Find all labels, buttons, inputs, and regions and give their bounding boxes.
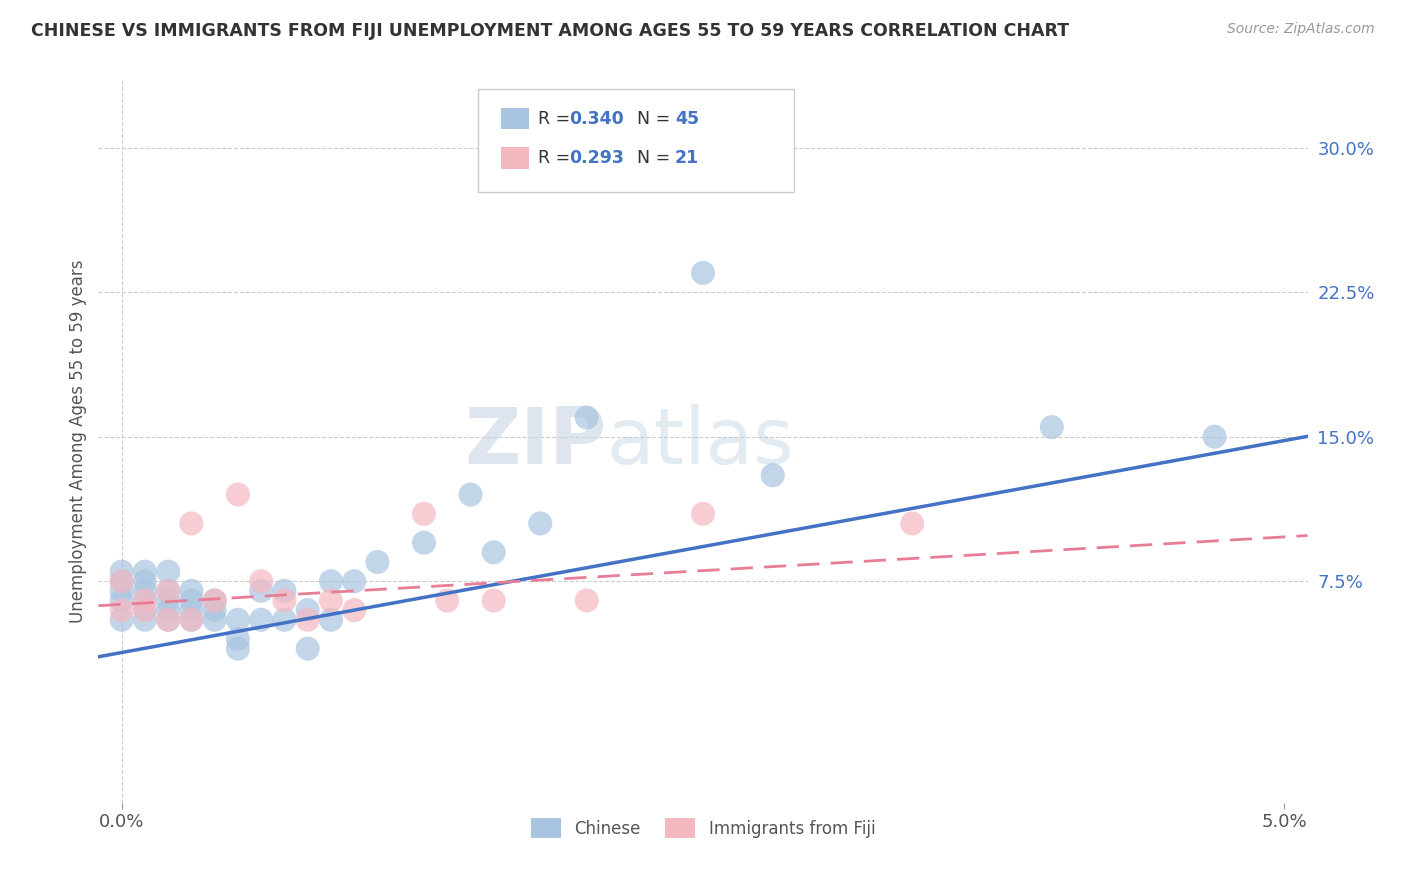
Point [180, 613, 202, 627]
Point [482, 545, 505, 559]
Point [134, 574, 156, 589]
Point [134, 565, 156, 579]
Point [204, 593, 226, 607]
Point [273, 593, 295, 607]
Text: 0.340: 0.340 [569, 110, 624, 128]
Point [226, 613, 249, 627]
Point [180, 516, 202, 531]
Point [157, 565, 180, 579]
Point [297, 603, 319, 617]
Legend: Chinese, Immigrants from Fiji: Chinese, Immigrants from Fiji [524, 812, 882, 845]
Point [413, 507, 436, 521]
Point [1204, 430, 1226, 444]
Text: N =: N = [626, 149, 675, 167]
Point [529, 516, 551, 531]
Point [134, 613, 156, 627]
Point [226, 632, 249, 646]
Point [134, 603, 156, 617]
Y-axis label: Unemployment Among Ages 55 to 59 years: Unemployment Among Ages 55 to 59 years [69, 260, 87, 624]
Text: 21: 21 [675, 149, 699, 167]
Point [111, 593, 134, 607]
Point [180, 583, 202, 598]
Point [366, 555, 388, 569]
Point [204, 593, 226, 607]
Point [134, 593, 156, 607]
Text: 0.293: 0.293 [569, 149, 624, 167]
Point [901, 516, 924, 531]
Point [343, 574, 366, 589]
Text: ZIP: ZIP [464, 403, 606, 480]
Point [319, 613, 342, 627]
Point [273, 613, 295, 627]
Point [134, 583, 156, 598]
Point [319, 574, 342, 589]
Point [204, 603, 226, 617]
Text: 45: 45 [675, 110, 699, 128]
Point [180, 593, 202, 607]
Point [157, 603, 180, 617]
Point [157, 583, 180, 598]
Point [111, 565, 134, 579]
Point [204, 613, 226, 627]
Point [111, 574, 134, 589]
Point [575, 593, 598, 607]
Point [250, 613, 273, 627]
Point [692, 266, 714, 280]
Point [319, 593, 342, 607]
Point [111, 613, 134, 627]
Point [436, 593, 458, 607]
Point [134, 593, 156, 607]
Point [226, 641, 249, 656]
Point [273, 583, 295, 598]
Text: atlas: atlas [606, 403, 794, 480]
Text: CHINESE VS IMMIGRANTS FROM FIJI UNEMPLOYMENT AMONG AGES 55 TO 59 YEARS CORRELATI: CHINESE VS IMMIGRANTS FROM FIJI UNEMPLOY… [31, 22, 1069, 40]
Point [413, 535, 436, 549]
Point [762, 468, 785, 483]
Point [111, 583, 134, 598]
Point [250, 583, 273, 598]
Point [134, 603, 156, 617]
Point [1040, 420, 1063, 434]
Text: Source: ZipAtlas.com: Source: ZipAtlas.com [1227, 22, 1375, 37]
Point [297, 613, 319, 627]
Text: R =: R = [538, 149, 576, 167]
Point [157, 583, 180, 598]
Point [111, 603, 134, 617]
Text: R =: R = [538, 110, 576, 128]
Point [111, 574, 134, 589]
Point [692, 507, 714, 521]
Point [482, 593, 505, 607]
Text: N =: N = [626, 110, 675, 128]
Point [157, 613, 180, 627]
Point [343, 603, 366, 617]
Point [297, 641, 319, 656]
Point [250, 574, 273, 589]
Point [180, 613, 202, 627]
Point [157, 593, 180, 607]
Point [226, 487, 249, 501]
Point [180, 603, 202, 617]
Point [575, 410, 598, 425]
Point [157, 613, 180, 627]
Point [460, 487, 482, 501]
